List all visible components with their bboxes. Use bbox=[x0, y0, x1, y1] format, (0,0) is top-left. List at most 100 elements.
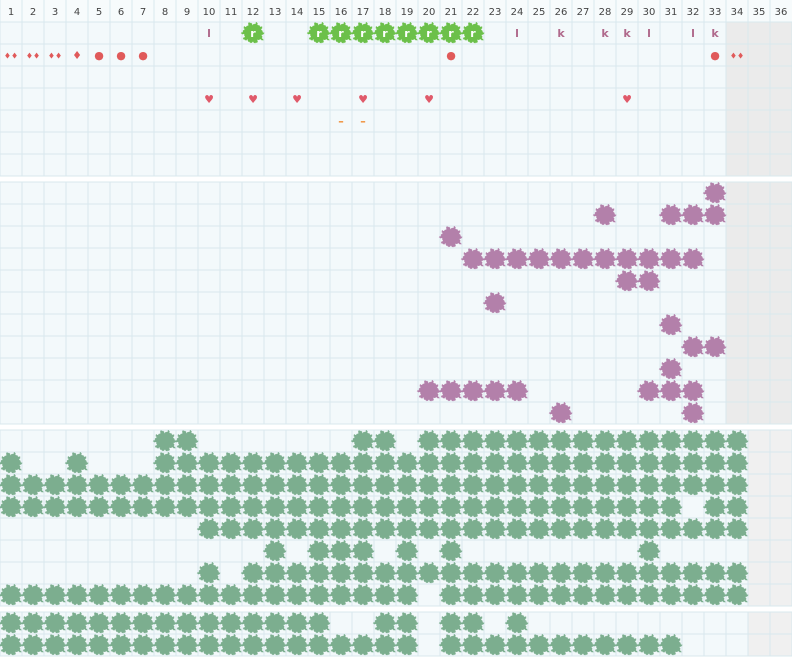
blob bbox=[460, 379, 485, 402]
blob bbox=[482, 583, 507, 606]
blob bbox=[614, 583, 639, 606]
blob bbox=[218, 451, 243, 474]
blob bbox=[306, 583, 331, 606]
blob bbox=[284, 583, 309, 606]
blob bbox=[702, 429, 727, 452]
blob bbox=[306, 473, 331, 496]
column-number: 36 bbox=[775, 7, 788, 18]
blob bbox=[680, 561, 705, 584]
blob bbox=[592, 451, 617, 474]
blob bbox=[416, 379, 441, 402]
cell-symbol: l bbox=[515, 27, 519, 40]
blob bbox=[372, 451, 397, 474]
cell-symbol: ♦♦ bbox=[48, 52, 62, 61]
cell-symbol: ♦♦ bbox=[26, 52, 40, 61]
column-number: 13 bbox=[269, 7, 282, 18]
blob bbox=[130, 583, 155, 606]
blob bbox=[86, 473, 111, 496]
blob bbox=[504, 583, 529, 606]
blob bbox=[482, 451, 507, 474]
blob bbox=[108, 633, 133, 656]
blob bbox=[284, 495, 309, 518]
blob bbox=[394, 633, 419, 656]
blob bbox=[548, 429, 573, 452]
badge bbox=[328, 21, 353, 44]
blob bbox=[724, 561, 749, 584]
blob bbox=[658, 495, 683, 518]
blob bbox=[680, 473, 705, 496]
column-number: 19 bbox=[401, 7, 414, 18]
blob bbox=[86, 495, 111, 518]
badge-letter: r bbox=[316, 27, 322, 40]
blob bbox=[152, 611, 177, 634]
column-number: 30 bbox=[643, 7, 656, 18]
column-number: 12 bbox=[247, 7, 260, 18]
blob bbox=[218, 611, 243, 634]
blob bbox=[306, 517, 331, 540]
blob bbox=[64, 583, 89, 606]
blob bbox=[0, 611, 23, 634]
blob bbox=[438, 379, 463, 402]
blob bbox=[592, 561, 617, 584]
column-number: 23 bbox=[489, 7, 502, 18]
blob bbox=[636, 269, 661, 292]
blob bbox=[482, 561, 507, 584]
blob bbox=[680, 379, 705, 402]
blob bbox=[174, 633, 199, 656]
blob bbox=[614, 451, 639, 474]
cell-symbol: l bbox=[647, 27, 651, 40]
cell-symbol: ♥ bbox=[292, 93, 302, 106]
blob bbox=[504, 379, 529, 402]
blob bbox=[460, 451, 485, 474]
column-number: 3 bbox=[52, 7, 58, 18]
column-number: 25 bbox=[533, 7, 546, 18]
blob bbox=[306, 633, 331, 656]
blob bbox=[174, 473, 199, 496]
column-number: 9 bbox=[184, 7, 190, 18]
blob bbox=[724, 429, 749, 452]
blob bbox=[262, 451, 287, 474]
blob bbox=[680, 203, 705, 226]
badge bbox=[350, 21, 375, 44]
blob bbox=[0, 473, 23, 496]
blob bbox=[460, 495, 485, 518]
blob bbox=[394, 561, 419, 584]
blob bbox=[240, 517, 265, 540]
blob bbox=[306, 611, 331, 634]
blob bbox=[504, 495, 529, 518]
badge bbox=[438, 21, 463, 44]
blob bbox=[218, 495, 243, 518]
blob bbox=[636, 633, 661, 656]
blob bbox=[372, 633, 397, 656]
blob bbox=[680, 583, 705, 606]
cell-symbol: k bbox=[623, 27, 631, 40]
blob bbox=[174, 429, 199, 452]
badge bbox=[306, 21, 331, 44]
section-shade bbox=[726, 22, 792, 176]
blob bbox=[614, 517, 639, 540]
blob bbox=[636, 473, 661, 496]
blob bbox=[548, 561, 573, 584]
blob bbox=[64, 473, 89, 496]
badge bbox=[372, 21, 397, 44]
blob bbox=[504, 429, 529, 452]
column-number: 2 bbox=[30, 7, 36, 18]
blob bbox=[218, 583, 243, 606]
blob bbox=[262, 583, 287, 606]
blob bbox=[570, 495, 595, 518]
blob bbox=[328, 583, 353, 606]
blob bbox=[262, 473, 287, 496]
cell-symbol: ♦♦ bbox=[730, 52, 744, 61]
blob bbox=[438, 451, 463, 474]
cell-symbol: k bbox=[601, 27, 609, 40]
column-number: 27 bbox=[577, 7, 590, 18]
blob bbox=[284, 611, 309, 634]
blob bbox=[152, 429, 177, 452]
blob bbox=[394, 611, 419, 634]
blob bbox=[702, 583, 727, 606]
blob bbox=[262, 611, 287, 634]
blob bbox=[570, 473, 595, 496]
blob bbox=[372, 561, 397, 584]
column-number: 5 bbox=[96, 7, 102, 18]
blob bbox=[152, 633, 177, 656]
